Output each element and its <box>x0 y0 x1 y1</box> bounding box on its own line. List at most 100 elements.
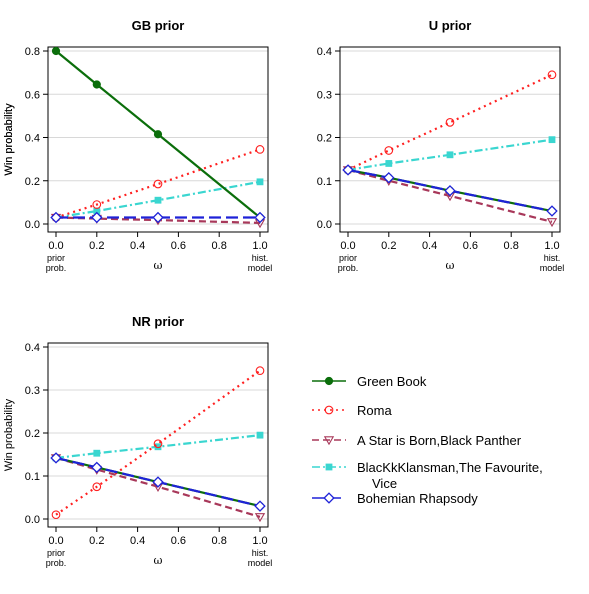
x-end-label-right-2: model <box>248 263 273 273</box>
x-end-label-right-2: model <box>540 263 565 273</box>
data-point <box>154 196 162 204</box>
x-tick-label: 0.2 <box>381 240 396 252</box>
x-tick-label: 0.0 <box>340 240 355 252</box>
data-point <box>255 145 265 154</box>
legend: Green Book Roma A Star is Born,Black Panth… <box>312 374 543 506</box>
x-end-label-left-2: prob. <box>46 263 67 273</box>
x-end-label-left-2: prob. <box>338 263 359 273</box>
legend-item: Bohemian Rhapsody <box>312 491 478 506</box>
series-line <box>55 434 261 460</box>
data-point <box>93 449 101 457</box>
series-line <box>55 369 261 516</box>
series-roma <box>51 145 265 222</box>
data-point <box>383 172 395 184</box>
data-point <box>444 184 456 197</box>
x-tick-label: 0.8 <box>212 535 227 547</box>
y-tick-label: 0.2 <box>25 176 40 188</box>
x-tick-label: 1.0 <box>252 535 267 547</box>
legend-label: Green Book <box>357 374 427 389</box>
legend-label: A Star is Born,Black Panther <box>357 433 522 448</box>
series-line <box>55 456 261 518</box>
data-point <box>152 476 164 488</box>
data-point <box>92 482 102 492</box>
series-bohemian-rhapsody <box>50 452 266 512</box>
series-line <box>55 50 261 219</box>
data-point <box>446 151 454 159</box>
y-tick-label: 0.2 <box>317 133 332 145</box>
series-green-book <box>51 46 265 222</box>
x-end-label-right-1: hist. <box>252 548 269 558</box>
series-line <box>347 138 553 172</box>
legend-label: Bohemian Rhapsody <box>357 491 478 506</box>
y-tick-label: 0.6 <box>25 89 40 101</box>
x-tick-label: 1.0 <box>544 240 559 252</box>
series-line <box>55 216 261 225</box>
data-point <box>153 179 163 189</box>
x-end-label-left-1: prior <box>47 548 65 558</box>
legend-item: BlacKkKlansman,The Favourite,Vice <box>312 460 543 491</box>
data-point <box>93 207 101 215</box>
x-tick-label: 0.4 <box>130 535 145 547</box>
x-tick-label: 0.2 <box>89 535 104 547</box>
y-tick-label: 0.4 <box>25 133 40 145</box>
x-tick-label: 0.6 <box>463 240 478 252</box>
data-point <box>384 146 394 155</box>
data-point <box>91 211 103 224</box>
chart-title: U prior <box>429 18 472 33</box>
y-tick-label: 0.1 <box>317 176 332 188</box>
series-roma <box>51 366 265 520</box>
y-axis-label: Win probability <box>3 398 15 471</box>
x-tick-label: 0.0 <box>48 535 63 547</box>
data-point <box>256 431 264 439</box>
x-end-label-left-1: prior <box>339 253 357 263</box>
x-tick-label: 0.4 <box>422 240 437 252</box>
data-point <box>254 513 266 523</box>
data-point <box>254 211 266 224</box>
y-tick-label: 0.2 <box>25 428 40 440</box>
series-bohemian-rhapsody <box>342 164 558 217</box>
x-tick-label: 0.8 <box>212 240 227 252</box>
x-tick-label: 0.0 <box>48 240 63 252</box>
y-tick-label: 0.3 <box>25 385 40 397</box>
data-point <box>152 211 164 224</box>
panel-1: U prior 0.0 0.1 0.2 0.3 0.4 0.0 0.2 0.4 0.6 0.8 1.0… <box>3 18 564 273</box>
chart-title: NR prior <box>132 314 184 329</box>
series-line <box>55 148 261 219</box>
legend-marker <box>323 436 335 446</box>
legend-marker <box>324 405 334 415</box>
data-point <box>445 118 455 127</box>
series-roma <box>343 70 557 175</box>
x-axis-label: ω <box>446 259 455 272</box>
y-tick-label: 0.4 <box>25 342 40 354</box>
x-tick-label: 0.6 <box>171 535 186 547</box>
x-axis-label: ω <box>154 259 163 272</box>
x-end-label-right-1: hist. <box>252 253 269 263</box>
data-point <box>92 200 102 209</box>
data-point <box>50 452 62 464</box>
y-tick-label: 0.8 <box>25 46 40 58</box>
x-tick-label: 1.0 <box>252 240 267 252</box>
x-tick-label: 0.8 <box>504 240 519 252</box>
series-line <box>55 456 261 508</box>
y-tick-label: 0.1 <box>25 471 40 483</box>
y-tick-label: 0.0 <box>25 514 40 526</box>
legend-marker <box>324 376 334 386</box>
x-end-label-left-1: prior <box>47 253 65 263</box>
data-point <box>51 510 61 520</box>
data-point <box>256 178 264 186</box>
data-point <box>546 205 558 217</box>
legend-label: Roma <box>357 403 392 418</box>
legend-label: BlacKkKlansman,The Favourite, <box>357 460 543 475</box>
plot-frame <box>339 46 561 233</box>
data-point <box>50 211 62 224</box>
panel-0: GB prior 0.0 0.2 0.4 0.6 0.8 0.0 0.2 0.4 0.6 0.8 1.… <box>3 18 272 273</box>
data-point <box>153 130 163 139</box>
series-line <box>347 168 553 213</box>
data-point <box>153 439 163 449</box>
y-tick-label: 0.4 <box>317 46 332 58</box>
legend-label-continued: Vice <box>372 476 397 491</box>
legend-marker <box>325 463 333 471</box>
legend-item: A Star is Born,Black Panther <box>312 433 522 448</box>
chart-title: GB prior <box>132 18 185 33</box>
